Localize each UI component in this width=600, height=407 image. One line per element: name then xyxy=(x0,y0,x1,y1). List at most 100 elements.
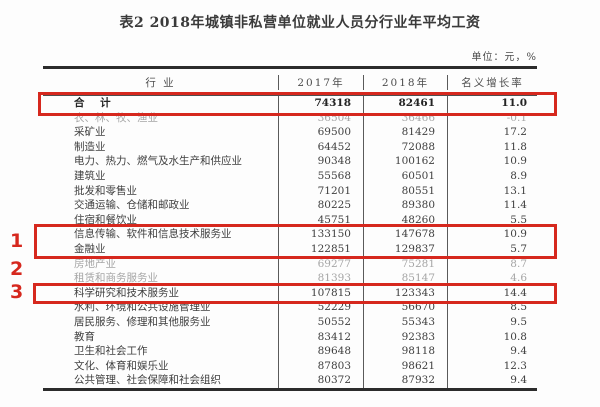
industry-cell: 金融业 xyxy=(74,242,106,255)
growth-rate-cell: 8.5 xyxy=(447,300,537,315)
table-header-row: 行 业 2017年 2018年 名义增长率 xyxy=(43,69,537,96)
wage-2018-cell: 89380 xyxy=(363,198,447,213)
industry-cell: 信息传输、软件和信息技术服务业 xyxy=(74,228,232,241)
industry-cell: 建筑业 xyxy=(74,169,106,182)
wage-2017-cell: 90348 xyxy=(278,154,363,169)
table-rows: 合 计 74318 82461 11.0 农、林、牧、渔业 36504 36466 -0.1 采… xyxy=(43,96,537,388)
growth-rate-cell: 9.4 xyxy=(447,373,537,388)
growth-rate-cell: 12.3 xyxy=(447,358,537,374)
wage-2017-cell: 74318 xyxy=(278,96,363,111)
wage-2018-cell: 87932 xyxy=(363,373,447,388)
industry-cell: 采矿业 xyxy=(74,126,106,139)
wage-2017-cell: 64452 xyxy=(278,139,363,155)
table-row: 制造业 64452 72088 11.8 xyxy=(43,139,537,155)
wage-2018-cell: 80551 xyxy=(363,183,447,199)
column-header-2017: 2017年 xyxy=(278,74,363,90)
industry-cell: 水利、环境和公共设施管理业 xyxy=(74,301,211,314)
growth-rate-cell: 10.8 xyxy=(447,329,537,345)
industry-cell: 农、林、牧、渔业 xyxy=(74,111,158,124)
table-row: 农、林、牧、渔业 36504 36466 -0.1 xyxy=(43,110,537,126)
wage-2017-cell: 69500 xyxy=(278,125,363,140)
wage-2018-cell: 92383 xyxy=(363,329,447,345)
wage-2017-cell: 50552 xyxy=(278,314,363,330)
growth-rate-cell: 8.7 xyxy=(447,256,537,272)
growth-rate-cell: 4.6 xyxy=(447,271,537,286)
table-row: 公共管理、社会保障和社会组织 80372 87932 9.4 xyxy=(43,373,537,388)
wage-2017-cell: 69277 xyxy=(278,256,363,272)
table-row: 批发和零售业 71201 80551 13.1 xyxy=(43,183,537,199)
column-header-2018: 2018年 xyxy=(363,74,447,90)
table-row: 采矿业 69500 81429 17.2 xyxy=(43,125,537,140)
industry-cell: 公共管理、社会保障和社会组织 xyxy=(74,374,221,387)
growth-rate-cell: 8.9 xyxy=(447,168,537,184)
wage-2018-cell: 123343 xyxy=(363,285,447,301)
wage-2018-cell: 72088 xyxy=(363,139,447,155)
industry-cell: 文化、体育和娱乐业 xyxy=(74,359,169,372)
growth-rate-cell: 11.4 xyxy=(447,198,537,213)
growth-rate-cell: 9.5 xyxy=(447,314,537,330)
wage-2017-cell: 107815 xyxy=(278,285,363,301)
wage-2018-cell: 85147 xyxy=(363,271,447,286)
wage-2017-cell: 87803 xyxy=(278,358,363,374)
growth-rate-cell: 9.4 xyxy=(447,344,537,359)
growth-rate-cell: 13.1 xyxy=(447,183,537,199)
wage-2018-cell: 56670 xyxy=(363,300,447,315)
column-header-industry: 行 业 xyxy=(145,76,176,89)
rank-marker-1: 1 xyxy=(10,230,24,252)
table-row: 租赁和商务服务业 81393 85147 4.6 xyxy=(43,271,537,286)
growth-rate-cell: 14.4 xyxy=(447,285,537,301)
unit-label: 单位：元，% xyxy=(471,52,537,63)
table-row: 建筑业 55568 60501 8.9 xyxy=(43,168,537,184)
industry-cell: 租赁和商务服务业 xyxy=(74,272,158,285)
wage-2018-cell: 36466 xyxy=(363,110,447,126)
growth-rate-cell: 10.9 xyxy=(447,227,537,242)
growth-rate-cell: 11.8 xyxy=(447,139,537,155)
wage-2017-cell: 122851 xyxy=(278,241,363,257)
growth-rate-cell: -0.1 xyxy=(447,110,537,126)
growth-rate-cell: 10.9 xyxy=(447,154,537,169)
industry-cell: 电力、热力、燃气及水生产和供应业 xyxy=(74,155,242,168)
industry-cell: 交通运输、仓储和邮政业 xyxy=(74,199,190,212)
industry-cell: 合 计 xyxy=(74,97,117,109)
wage-2017-cell: 83412 xyxy=(278,329,363,345)
table-row: 交通运输、仓储和邮政业 80225 89380 11.4 xyxy=(43,198,537,213)
table-row: 电力、热力、燃气及水生产和供应业 90348 100162 10.9 xyxy=(43,154,537,169)
rank-marker-2: 2 xyxy=(10,258,24,280)
wage-2017-cell: 133150 xyxy=(278,227,363,242)
industry-cell: 教育 xyxy=(74,330,95,343)
table-row: 教育 83412 92383 10.8 xyxy=(43,329,537,345)
wage-2018-cell: 60501 xyxy=(363,168,447,184)
wage-2017-cell: 55568 xyxy=(278,168,363,184)
growth-rate-cell: 5.7 xyxy=(447,241,537,257)
wage-2018-cell: 100162 xyxy=(363,154,447,169)
table-row: 文化、体育和娱乐业 87803 98621 12.3 xyxy=(43,358,537,374)
industry-cell: 制造业 xyxy=(74,140,106,153)
table-row: 卫生和社会工作 89648 98118 9.4 xyxy=(43,344,537,359)
growth-rate-cell: 11.0 xyxy=(447,96,537,111)
wage-2018-cell: 98118 xyxy=(363,344,447,359)
wage-2017-cell: 71201 xyxy=(278,183,363,199)
growth-rate-cell: 5.5 xyxy=(447,212,537,228)
page-title: 表2 2018年城镇非私营单位就业人员分行业年平均工资 xyxy=(119,15,481,31)
industry-cell: 卫生和社会工作 xyxy=(74,345,148,358)
wage-2018-cell: 82461 xyxy=(363,96,447,111)
wage-2018-cell: 98621 xyxy=(363,358,447,374)
wage-2017-cell: 89648 xyxy=(278,344,363,359)
table-row: 金融业 122851 129837 5.7 xyxy=(43,241,537,257)
wage-2017-cell: 80372 xyxy=(278,373,363,388)
wage-2018-cell: 147678 xyxy=(363,227,447,242)
wage-2017-cell: 81393 xyxy=(278,271,363,286)
table-row: 居民服务、修理和其他服务业 50552 55343 9.5 xyxy=(43,314,537,330)
rank-marker-3: 3 xyxy=(10,281,24,303)
table-row: 水利、环境和公共设施管理业 52229 56670 8.5 xyxy=(43,300,537,315)
wage-2018-cell: 48260 xyxy=(363,212,447,228)
table-row: 科学研究和技术服务业 107815 123343 14.4 xyxy=(43,285,537,301)
wage-2018-cell: 55343 xyxy=(363,314,447,330)
industry-cell: 科学研究和技术服务业 xyxy=(74,286,179,299)
wage-2018-cell: 81429 xyxy=(363,125,447,140)
table-row: 合 计 74318 82461 11.0 xyxy=(43,96,537,111)
wage-2017-cell: 36504 xyxy=(278,110,363,126)
column-header-growth: 名义增长率 xyxy=(447,74,537,90)
wage-table: 行 业 2017年 2018年 名义增长率 合 计 74318 82461 11.0 农… xyxy=(43,66,537,391)
